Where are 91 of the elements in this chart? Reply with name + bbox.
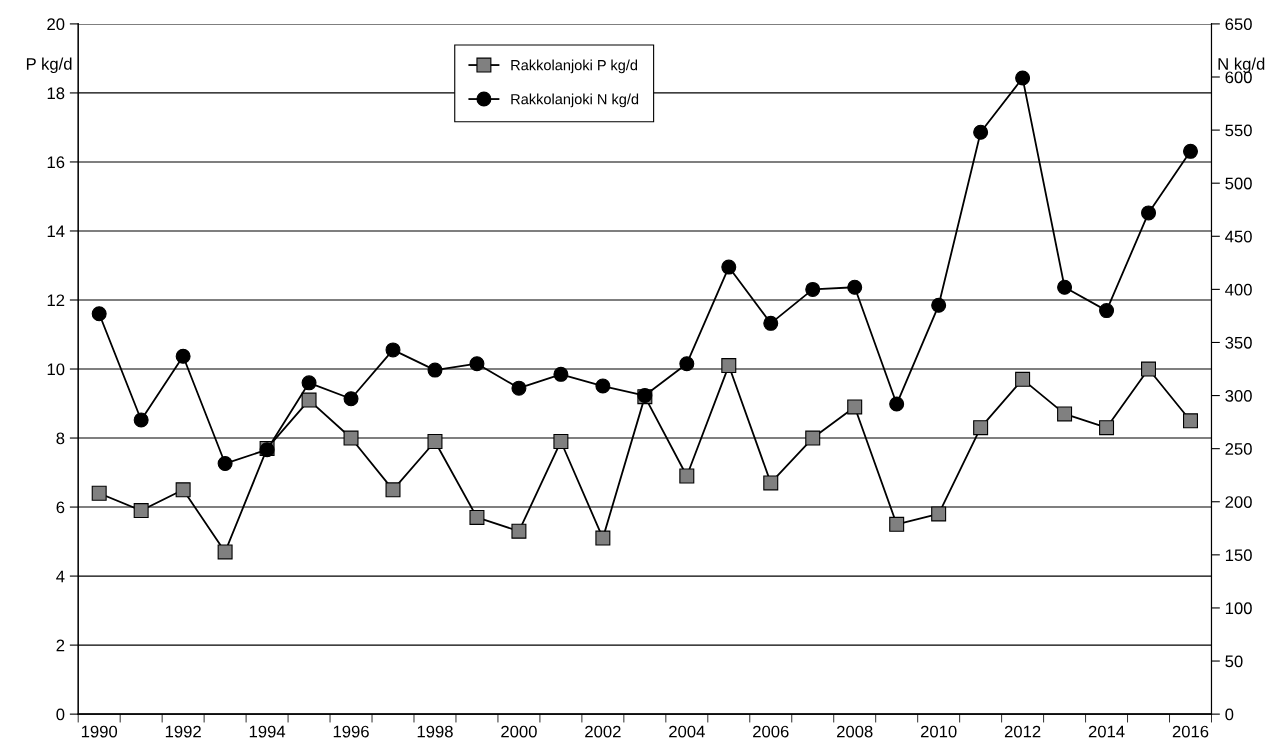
point <box>889 516 905 532</box>
point <box>469 356 485 372</box>
y-axis-title: P kg/d <box>26 57 72 74</box>
point <box>553 433 569 449</box>
point <box>511 380 527 396</box>
point <box>763 315 779 331</box>
x-tick-label: 2004 <box>669 725 705 738</box>
point <box>973 420 989 436</box>
y-tick-label: 8 <box>56 432 65 445</box>
x-tick-label: 1990 <box>81 725 118 738</box>
y2-tick-label: 300 <box>1225 389 1252 402</box>
y-tick-label: 2 <box>56 639 65 652</box>
y-tick-label: 6 <box>56 501 65 514</box>
x-tick-label: 1992 <box>165 725 201 738</box>
point <box>847 279 863 295</box>
y-tick-label: 10 <box>47 363 65 376</box>
point <box>175 348 191 364</box>
point <box>931 506 947 522</box>
point <box>1141 205 1157 221</box>
x-tick-label: 2010 <box>920 725 957 738</box>
y-tick-label: 0 <box>56 708 65 721</box>
point <box>133 503 149 519</box>
point <box>217 544 233 560</box>
y2-tick-label: 200 <box>1225 496 1252 508</box>
point <box>301 375 317 391</box>
y2-tick-label: 0 <box>1225 708 1234 721</box>
point <box>385 342 401 358</box>
point <box>343 430 359 446</box>
y2-tick-label: 150 <box>1225 549 1252 562</box>
x-tick-label: 1996 <box>333 725 369 738</box>
x-tick-label: 1994 <box>249 725 286 738</box>
point <box>805 430 821 446</box>
x-tick-label: 2008 <box>837 725 873 738</box>
y2-tick-label: 550 <box>1225 124 1252 137</box>
point <box>931 297 947 313</box>
point <box>1057 406 1073 422</box>
y2-tick-label: 350 <box>1225 336 1252 349</box>
x-tick-label: 2000 <box>501 725 537 738</box>
point <box>721 358 737 374</box>
point <box>217 456 233 472</box>
y-tick-label: 4 <box>56 570 65 583</box>
point <box>553 366 569 382</box>
point <box>469 509 485 525</box>
point <box>427 433 443 449</box>
point <box>91 485 107 501</box>
y2-tick-label: 400 <box>1225 283 1252 296</box>
x-tick-label: 1998 <box>417 725 453 738</box>
point <box>301 392 317 408</box>
point <box>91 306 107 322</box>
point <box>595 530 611 546</box>
point <box>1141 361 1157 377</box>
point <box>805 281 821 297</box>
x-tick-label: 2002 <box>585 725 621 738</box>
point <box>1015 70 1031 86</box>
y2-tick-label: 50 <box>1225 655 1243 668</box>
point <box>1183 143 1199 159</box>
point <box>721 259 737 275</box>
point <box>385 482 401 498</box>
point <box>175 482 191 498</box>
y2-tick-label: 450 <box>1225 230 1252 243</box>
y-tick-label: 14 <box>47 225 65 238</box>
point <box>679 468 695 484</box>
point <box>763 475 779 491</box>
y2-tick-label: 650 <box>1225 18 1252 31</box>
point <box>595 378 611 394</box>
legend-label: Rakkolanjoki P kg/d <box>511 59 638 74</box>
x-tick-label: 2016 <box>1172 725 1209 738</box>
y2-tick-label: 100 <box>1225 602 1252 615</box>
point <box>889 396 905 412</box>
x-tick-label: 2012 <box>1004 725 1041 738</box>
point <box>427 362 443 378</box>
y-tick-label: 12 <box>47 294 65 307</box>
point <box>679 356 695 372</box>
x-tick-label: 2014 <box>1088 725 1125 738</box>
y2-tick-label: 500 <box>1225 177 1252 190</box>
point <box>133 412 149 428</box>
point <box>1015 371 1031 387</box>
point <box>973 124 989 140</box>
point <box>511 523 527 539</box>
legend-label: Rakkolanjoki N kg/d <box>511 93 639 108</box>
point <box>1057 279 1073 295</box>
point <box>847 399 863 415</box>
point <box>1099 303 1115 319</box>
y2-tick-label: 250 <box>1225 443 1252 455</box>
y-tick-label: 20 <box>47 18 65 31</box>
point <box>1183 413 1199 429</box>
point <box>1099 420 1115 436</box>
y-tick-label: 16 <box>47 156 65 169</box>
point <box>343 391 359 407</box>
y-tick-label: 18 <box>47 87 65 100</box>
x-tick-label: 2006 <box>753 725 789 738</box>
